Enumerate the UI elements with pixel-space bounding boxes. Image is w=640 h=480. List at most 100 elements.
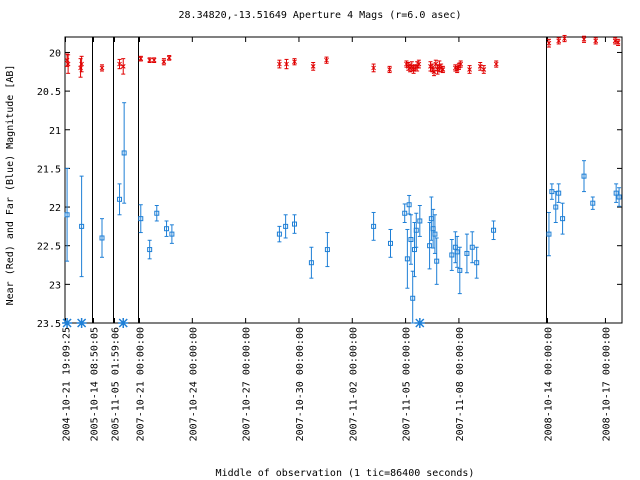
data-point-far: [121, 150, 127, 156]
data-point-near: [481, 67, 487, 72]
data-point-near: [147, 57, 153, 63]
data-point-far: [546, 231, 552, 237]
data-point-near: [324, 57, 329, 63]
data-point-far: [371, 223, 377, 229]
data-point-far: [553, 204, 559, 210]
data-point-far: [410, 295, 416, 301]
data-point-far: [491, 227, 497, 233]
data-point-near: [615, 40, 621, 45]
data-point-far: [449, 252, 455, 258]
data-point-far: [560, 216, 566, 222]
data-point-far: [457, 267, 463, 273]
x-tick-label: 2008-10-14 00:00:00: [544, 327, 555, 441]
data-point-near: [467, 67, 472, 72]
data-point-near: [292, 59, 297, 65]
data-point-near: [138, 56, 144, 61]
x-tick-label: 2007-11-02 00:00:00: [348, 327, 359, 441]
x-tick-label: 2005-11-05 01:59:06: [111, 327, 122, 441]
x-tick-label: 2007-10-24 00:00:00: [188, 327, 199, 441]
y-tick-label: 21.5: [37, 164, 61, 175]
data-point-near: [65, 61, 71, 67]
y-tick-label: 20.5: [37, 87, 61, 98]
data-point-near: [79, 61, 84, 67]
upper-limit-marker: [62, 318, 73, 328]
data-point-far: [613, 190, 619, 196]
data-point-near: [493, 61, 499, 67]
data-point-far: [406, 202, 412, 208]
data-point-near: [99, 65, 105, 71]
x-tick-label: 2007-10-30 00:00:00: [295, 327, 306, 441]
data-point-far: [434, 258, 440, 264]
data-point-far: [432, 231, 438, 237]
y-tick-label: 22.5: [37, 242, 61, 253]
data-point-far: [590, 200, 596, 206]
data-point-far: [427, 243, 433, 249]
data-point-far: [413, 227, 419, 233]
data-point-far: [402, 210, 408, 216]
chart-title: 28.34820,-13.51649 Aperture 4 Mags (r=6.…: [179, 10, 462, 21]
data-point-near: [161, 59, 167, 65]
upper-limit-marker: [118, 318, 129, 328]
data-point-far: [169, 231, 175, 237]
data-point-far: [292, 221, 298, 227]
data-point-far: [581, 173, 587, 179]
x-tick-label: 2008-10-17 00:00:00: [601, 327, 612, 441]
x-tick-label: 2007-11-05 00:00:00: [402, 327, 413, 441]
data-point-near: [117, 61, 122, 67]
data-point-near: [581, 36, 587, 42]
data-point-near: [431, 69, 437, 75]
data-point-far: [117, 196, 123, 202]
x-tick-label: 2005-10-14 08:50:05: [90, 327, 101, 441]
data-point-near: [593, 38, 599, 44]
data-point-near: [562, 36, 567, 41]
y-tick-label: 21: [49, 126, 61, 137]
data-point-far: [64, 212, 70, 218]
data-point-far: [469, 244, 475, 250]
y-tick-label: 20: [49, 48, 61, 59]
data-point-far: [387, 240, 393, 246]
data-point-near: [310, 64, 316, 69]
upper-limit-marker: [414, 318, 425, 328]
data-point-far: [99, 235, 105, 241]
data-point-far: [308, 260, 314, 266]
data-point-far: [404, 256, 410, 262]
data-point-near: [371, 65, 376, 71]
data-point-near: [440, 67, 446, 72]
y-axis-label: Near (Red) and Far (Blue) Magnitude [AB]: [5, 65, 16, 306]
data-point-far: [154, 210, 160, 216]
plot-frame: [64, 36, 623, 324]
y-tick-label: 23.5: [37, 319, 61, 330]
x-tick-label: 2004-10-21 19:09:25: [62, 327, 73, 441]
y-tick-label: 22: [49, 203, 61, 214]
x-tick-label: 2007-11-08 00:00:00: [455, 327, 466, 441]
data-point-far: [138, 216, 144, 222]
data-point-far: [556, 190, 562, 196]
data-point-far: [283, 223, 289, 229]
upper-limit-marker: [76, 318, 87, 328]
data-point-near: [284, 61, 289, 67]
data-point-near: [556, 38, 562, 44]
data-point-near: [458, 61, 464, 67]
data-point-near: [151, 57, 157, 63]
data-point-far: [276, 231, 282, 237]
x-tick-label: 2007-10-27 00:00:00: [242, 327, 253, 441]
data-point-far: [417, 218, 423, 224]
x-tick-label: 2007-10-21 00:00:00: [136, 327, 147, 441]
data-point-far: [147, 247, 153, 253]
x-axis-label: Middle of observation (1 tic=86400 secon…: [216, 468, 475, 479]
data-point-near: [387, 67, 392, 72]
data-point-far: [164, 226, 170, 232]
data-point-near: [277, 61, 282, 67]
y-tick-label: 23: [49, 280, 61, 291]
data-point-near: [120, 64, 126, 69]
data-point-near: [166, 55, 172, 61]
data-point-far: [464, 250, 470, 256]
data-point-far: [474, 260, 480, 266]
data-point-far: [79, 223, 85, 229]
data-point-far: [324, 247, 330, 253]
data-point-far: [616, 194, 622, 200]
data-point-far: [454, 249, 460, 255]
data-point-near: [546, 40, 552, 46]
